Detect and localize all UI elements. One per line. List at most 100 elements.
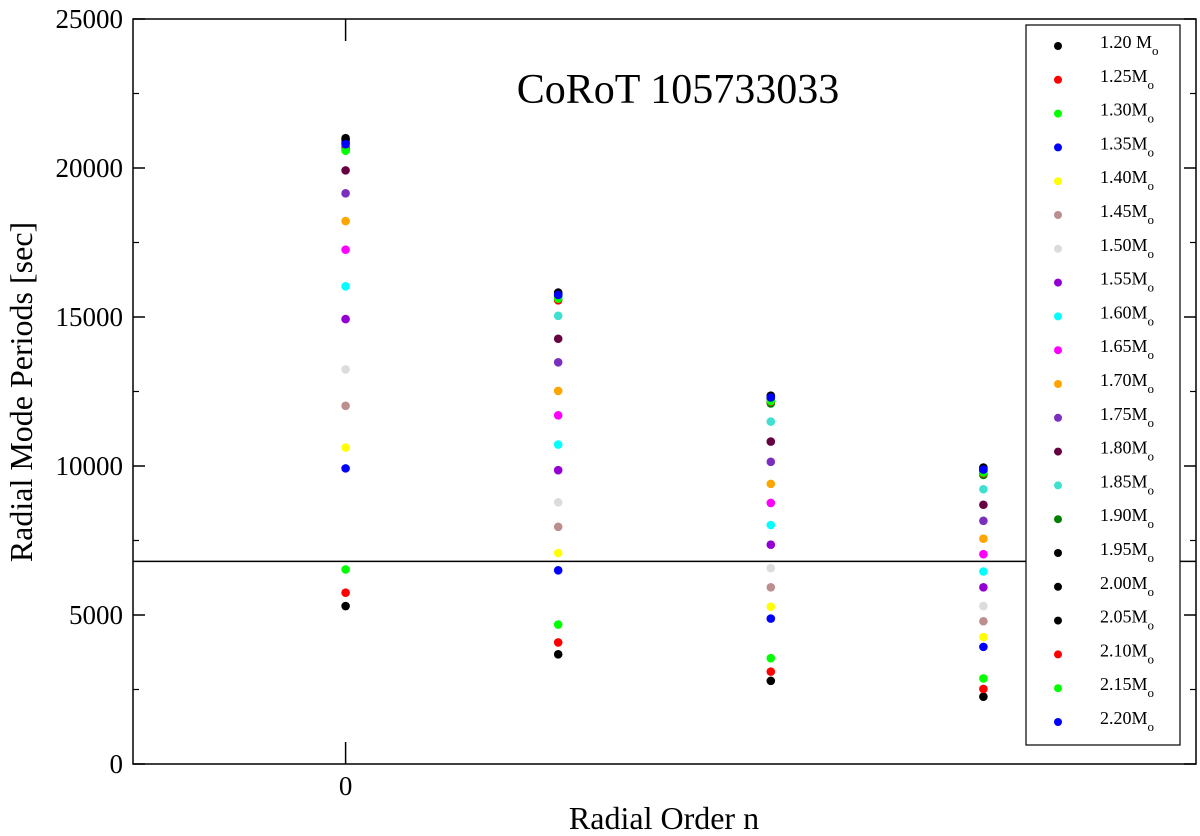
data-point xyxy=(553,290,563,300)
data-point xyxy=(766,653,776,663)
data-point xyxy=(553,334,563,344)
legend-marker xyxy=(1054,515,1062,524)
data-point xyxy=(553,411,563,420)
data-point xyxy=(979,684,988,694)
legend-label-subscript: o xyxy=(1148,280,1155,295)
legend-box xyxy=(1025,24,1181,746)
legend-label-subscript: o xyxy=(1148,415,1155,430)
legend-marker xyxy=(1054,650,1062,659)
y-tick-label: 0 xyxy=(110,749,124,779)
data-point xyxy=(553,650,563,659)
data-point xyxy=(553,311,563,321)
data-point xyxy=(979,516,988,526)
x-axis-label: Radial Order n xyxy=(569,800,759,836)
data-point xyxy=(766,540,776,549)
data-point xyxy=(553,548,563,558)
data-point xyxy=(766,393,776,402)
data-point xyxy=(553,638,563,647)
data-point xyxy=(766,582,776,592)
legend-label-subscript: o xyxy=(1148,685,1155,700)
data-point xyxy=(341,565,350,574)
data-point xyxy=(341,189,350,198)
data-point xyxy=(553,498,563,507)
legend-label-subscript: o xyxy=(1148,111,1155,126)
legend-marker xyxy=(1054,312,1062,321)
data-point xyxy=(979,616,988,626)
chart-title: CoRoT 105733033 xyxy=(517,67,839,113)
y-tick-label: 5000 xyxy=(69,600,123,630)
data-points xyxy=(341,133,988,701)
legend-label-subscript: o xyxy=(1152,43,1159,58)
legend-label-subscript: o xyxy=(1148,482,1155,497)
data-point xyxy=(979,632,988,642)
data-point xyxy=(341,443,350,452)
legend-marker xyxy=(1054,346,1062,355)
y-axis-ticks: 0 5000 10000 15000 20000 25000 xyxy=(56,4,1196,779)
data-point xyxy=(341,464,350,473)
data-point xyxy=(979,642,988,652)
data-point xyxy=(553,620,563,629)
legend-label-subscript: o xyxy=(1148,449,1155,464)
legend-marker xyxy=(1054,109,1062,118)
legend-marker xyxy=(1054,211,1062,219)
legend-label-subscript: o xyxy=(1148,313,1155,328)
data-point xyxy=(341,245,350,254)
legend: 1.20 Mo1.25Mo1.30Mo1.35Mo1.40Mo1.45Mo1.5… xyxy=(1025,24,1181,746)
data-point xyxy=(341,133,350,143)
data-point xyxy=(766,667,776,676)
data-point xyxy=(979,674,988,683)
data-point xyxy=(341,146,350,156)
data-point xyxy=(766,479,776,489)
legend-marker xyxy=(1054,177,1062,186)
legend-marker xyxy=(1054,75,1062,84)
data-point xyxy=(766,498,776,508)
data-point xyxy=(341,216,350,226)
legend-label-subscript: o xyxy=(1148,516,1155,531)
x-tick-label: 0 xyxy=(339,771,353,801)
data-point xyxy=(979,601,988,611)
data-point xyxy=(766,520,776,530)
legend-marker xyxy=(1054,549,1062,557)
data-point xyxy=(979,549,988,559)
legend-marker xyxy=(1054,481,1062,490)
data-point xyxy=(553,465,563,475)
legend-label-subscript: o xyxy=(1148,381,1155,396)
legend-marker xyxy=(1054,718,1062,726)
y-tick-label: 15000 xyxy=(56,302,124,332)
data-point xyxy=(553,440,563,449)
data-point xyxy=(979,484,988,494)
data-point xyxy=(766,437,776,446)
legend-marker xyxy=(1054,582,1062,591)
legend-marker xyxy=(1054,413,1062,422)
data-point xyxy=(341,282,350,291)
data-point xyxy=(979,465,988,474)
legend-marker xyxy=(1054,244,1062,253)
data-point xyxy=(341,166,350,175)
data-point xyxy=(979,567,988,576)
data-point xyxy=(341,588,350,597)
data-point xyxy=(766,563,776,573)
data-point xyxy=(766,417,776,426)
data-point xyxy=(553,386,563,396)
data-point xyxy=(766,602,776,611)
data-point xyxy=(341,601,350,611)
legend-label-subscript: o xyxy=(1148,347,1155,362)
legend-marker xyxy=(1054,278,1062,287)
y-tick-label: 25000 xyxy=(56,4,124,34)
legend-label-subscript: o xyxy=(1148,212,1155,227)
legend-label-subscript: o xyxy=(1148,584,1155,599)
legend-label-subscript: o xyxy=(1148,144,1155,159)
data-point xyxy=(979,692,988,701)
legend-label-subscript: o xyxy=(1148,651,1155,666)
y-axis-label: Radial Mode Periods [sec] xyxy=(3,222,39,562)
x-axis-ticks: 0 xyxy=(339,19,353,801)
data-point xyxy=(553,522,563,532)
legend-marker xyxy=(1054,143,1062,152)
data-point xyxy=(553,357,563,367)
legend-label-subscript: o xyxy=(1148,719,1155,734)
y-tick-label: 10000 xyxy=(56,451,124,481)
data-point xyxy=(341,365,350,374)
data-point xyxy=(979,534,988,544)
legend-marker xyxy=(1054,447,1062,456)
